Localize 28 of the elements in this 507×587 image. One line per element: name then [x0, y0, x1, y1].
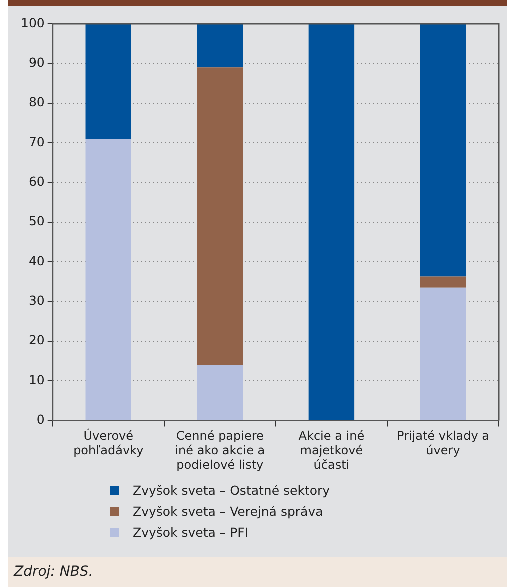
text: Zdroj: NBS.: [14, 564, 94, 580]
x-tick-label: Akcie a iné majetkové účasti: [298, 429, 365, 472]
bar: [86, 139, 132, 420]
y-tick-label: 100: [21, 15, 45, 30]
bar: [86, 24, 132, 140]
bar: [197, 24, 244, 68]
bar: [308, 24, 355, 420]
bar: [420, 24, 466, 277]
legend-label: Zvyšok sveta – Ostatné sektory: [133, 483, 330, 498]
x-tick-label: Cenné papiere iné ako akcie a podielové listy: [175, 429, 266, 472]
y-tick-label: 30: [28, 293, 45, 308]
y-tick-label: 50: [28, 214, 45, 229]
legend-label: Zvyšok sveta – Verejná správa: [133, 504, 324, 519]
y-tick-label: 10: [28, 372, 45, 388]
y-tick-label: 90: [28, 54, 45, 70]
bar: [197, 68, 244, 366]
x-tick-label: Prijaté vklady a úvery: [396, 429, 490, 458]
y-tick-label: 0: [36, 412, 45, 428]
bar: [420, 288, 466, 420]
y-tick-label: 40: [28, 253, 45, 268]
legend-label: Zvyšok sveta – PFI: [133, 525, 249, 540]
bar: [197, 365, 244, 420]
y-tick-label: 60: [28, 174, 45, 189]
y-tick-label: 20: [28, 332, 45, 348]
x-tick-label: Úverové pohľadávky: [74, 428, 144, 458]
y-tick-label: 80: [28, 94, 45, 110]
bar: [420, 276, 466, 288]
y-tick-label: 70: [28, 134, 45, 150]
